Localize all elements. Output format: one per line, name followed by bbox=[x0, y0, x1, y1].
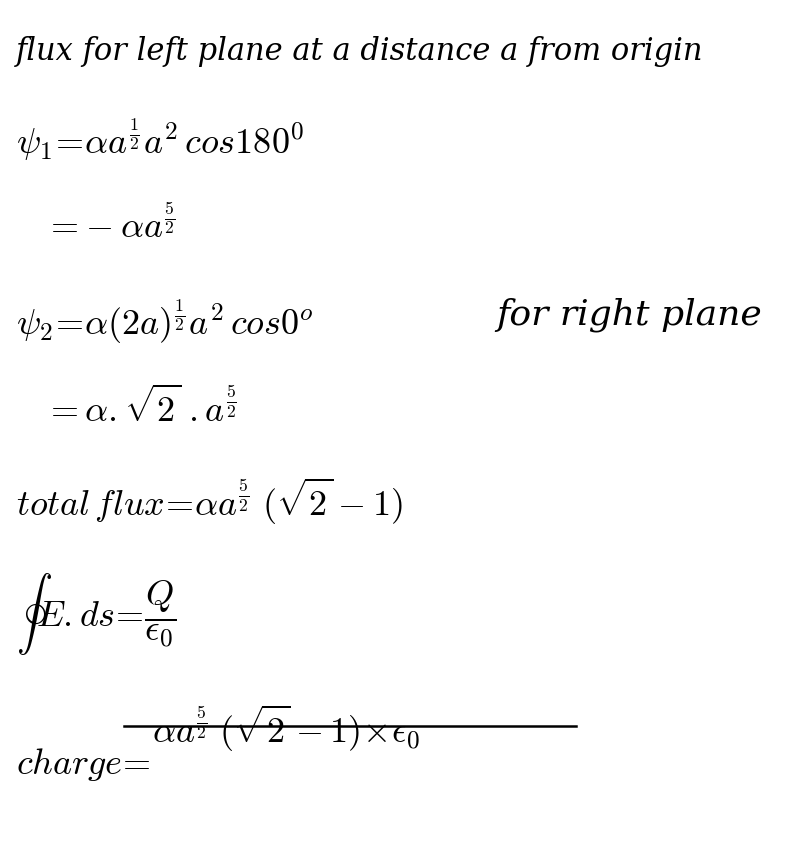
Text: $\alpha a^{\frac{5}{2}}\;(\sqrt{2}-1)\!\times\!\epsilon_0$: $\alpha a^{\frac{5}{2}}\;(\sqrt{2}-1)\!\… bbox=[152, 702, 420, 753]
Text: $\mathit{total\,flux}\!=\!\alpha a^{\frac{5}{2}}\;(\sqrt{2}-1)$: $\mathit{total\,flux}\!=\!\alpha a^{\fra… bbox=[16, 475, 402, 526]
Text: $=\!-\alpha a^{\frac{5}{2}}$: $=\!-\alpha a^{\frac{5}{2}}$ bbox=[44, 205, 175, 245]
Text: $\psi_1\!=\!\alpha a^{\frac{1}{2}} a^2\,cos180^0$: $\psi_1\!=\!\alpha a^{\frac{1}{2}} a^2\,… bbox=[16, 116, 304, 163]
Text: $\psi_2\!=\!\alpha(2a)^{\frac{1}{2}} a^2\,cos0^o\;$: $\psi_2\!=\!\alpha(2a)^{\frac{1}{2}} a^2… bbox=[16, 297, 337, 345]
Text: $\mathit{charge}\!=\!$: $\mathit{charge}\!=\!$ bbox=[16, 745, 151, 782]
Text: $\oint E.ds\!=\!\dfrac{Q}{\epsilon_0}$: $\oint E.ds\!=\!\dfrac{Q}{\epsilon_0}$ bbox=[16, 570, 177, 656]
Text: $=\alpha.\sqrt{2}\;.a^{\frac{5}{2}}$: $=\alpha.\sqrt{2}\;.a^{\frac{5}{2}}$ bbox=[44, 386, 237, 428]
Text: flux for left plane at a distance a from origin: flux for left plane at a distance a from… bbox=[16, 36, 703, 67]
Text: for right plane: for right plane bbox=[496, 297, 762, 331]
